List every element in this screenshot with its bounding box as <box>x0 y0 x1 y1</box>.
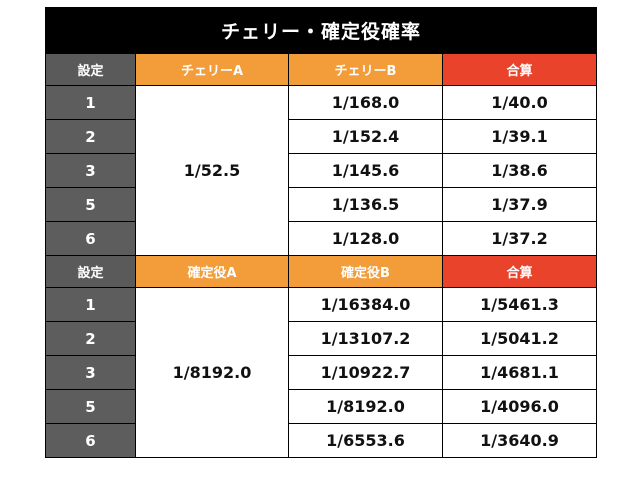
header-cherry-b: チェリーB <box>288 53 443 86</box>
total-value: 1/37.2 <box>441 221 598 256</box>
cherry-b-value: 1/168.0 <box>288 85 443 120</box>
setting-cell: 6 <box>45 221 136 256</box>
kakuteiyaku-a-value: 1/8192.0 <box>135 287 289 458</box>
table-row: 6 1/6553.6 1/3640.9 <box>45 423 598 458</box>
table-row: 2 1/152.4 1/39.1 <box>45 119 598 154</box>
section1-header-row: 設定 チェリーA チェリーB 合算 <box>45 53 598 86</box>
kakuteiyaku-b-value: 1/8192.0 <box>288 389 443 424</box>
cherry-b-value: 1/145.6 <box>288 153 443 188</box>
setting-cell: 3 <box>45 153 136 188</box>
kakuteiyaku-b-value: 1/13107.2 <box>288 321 443 356</box>
total-value: 1/5461.3 <box>441 287 598 322</box>
header-setting: 設定 <box>45 53 136 86</box>
header-setting: 設定 <box>45 255 136 288</box>
total-value: 1/37.9 <box>441 187 598 222</box>
cherry-b-value: 1/128.0 <box>288 221 443 256</box>
kakuteiyaku-b-value: 1/6553.6 <box>288 423 443 458</box>
setting-cell: 1 <box>45 85 136 120</box>
setting-cell: 5 <box>45 389 136 424</box>
total-value: 1/4681.1 <box>441 355 598 390</box>
table-row: 5 1/136.5 1/37.9 <box>45 187 598 222</box>
table-row: 2 1/13107.2 1/5041.2 <box>45 321 598 356</box>
table-row: 1 1/52.5 1/168.0 1/40.0 <box>45 85 598 256</box>
probability-table-container: チェリー・確定役確率 設定 チェリーA チェリーB 合算 1 1/52.5 1/… <box>44 7 598 458</box>
kakuteiyaku-b-value: 1/10922.7 <box>288 355 443 390</box>
table-row: 5 1/8192.0 1/4096.0 <box>45 389 598 424</box>
setting-cell: 2 <box>45 321 136 356</box>
setting-cell: 6 <box>45 423 136 458</box>
section2-header-row: 設定 確定役A 確定役B 合算 <box>45 255 598 288</box>
setting-cell: 5 <box>45 187 136 222</box>
cherry-b-value: 1/136.5 <box>288 187 443 222</box>
total-value: 1/5041.2 <box>441 321 598 356</box>
total-value: 1/39.1 <box>441 119 598 154</box>
setting-cell: 2 <box>45 119 136 154</box>
table-row: 1 1/8192.0 1/16384.0 1/5461.3 <box>45 287 598 458</box>
table-row: 3 1/10922.7 1/4681.1 <box>45 355 598 390</box>
setting-cell: 3 <box>45 355 136 390</box>
setting-cell: 1 <box>45 287 136 322</box>
header-cherry-a: チェリーA <box>135 53 289 86</box>
total-value: 1/4096.0 <box>441 389 598 424</box>
probability-table: チェリー・確定役確率 設定 チェリーA チェリーB 合算 1 1/52.5 1/… <box>44 7 598 458</box>
header-kakuteiyaku-b: 確定役B <box>288 255 443 288</box>
kakuteiyaku-b-value: 1/16384.0 <box>288 287 443 322</box>
header-total: 合算 <box>441 53 598 86</box>
header-total: 合算 <box>441 255 598 288</box>
total-value: 1/40.0 <box>441 85 598 120</box>
table-title: チェリー・確定役確率 <box>44 7 598 54</box>
total-value: 1/38.6 <box>441 153 598 188</box>
header-kakuteiyaku-a: 確定役A <box>135 255 289 288</box>
table-row: 6 1/128.0 1/37.2 <box>45 221 598 256</box>
cherry-a-value: 1/52.5 <box>135 85 289 256</box>
table-row: 3 1/145.6 1/38.6 <box>45 153 598 188</box>
total-value: 1/3640.9 <box>441 423 598 458</box>
cherry-b-value: 1/152.4 <box>288 119 443 154</box>
